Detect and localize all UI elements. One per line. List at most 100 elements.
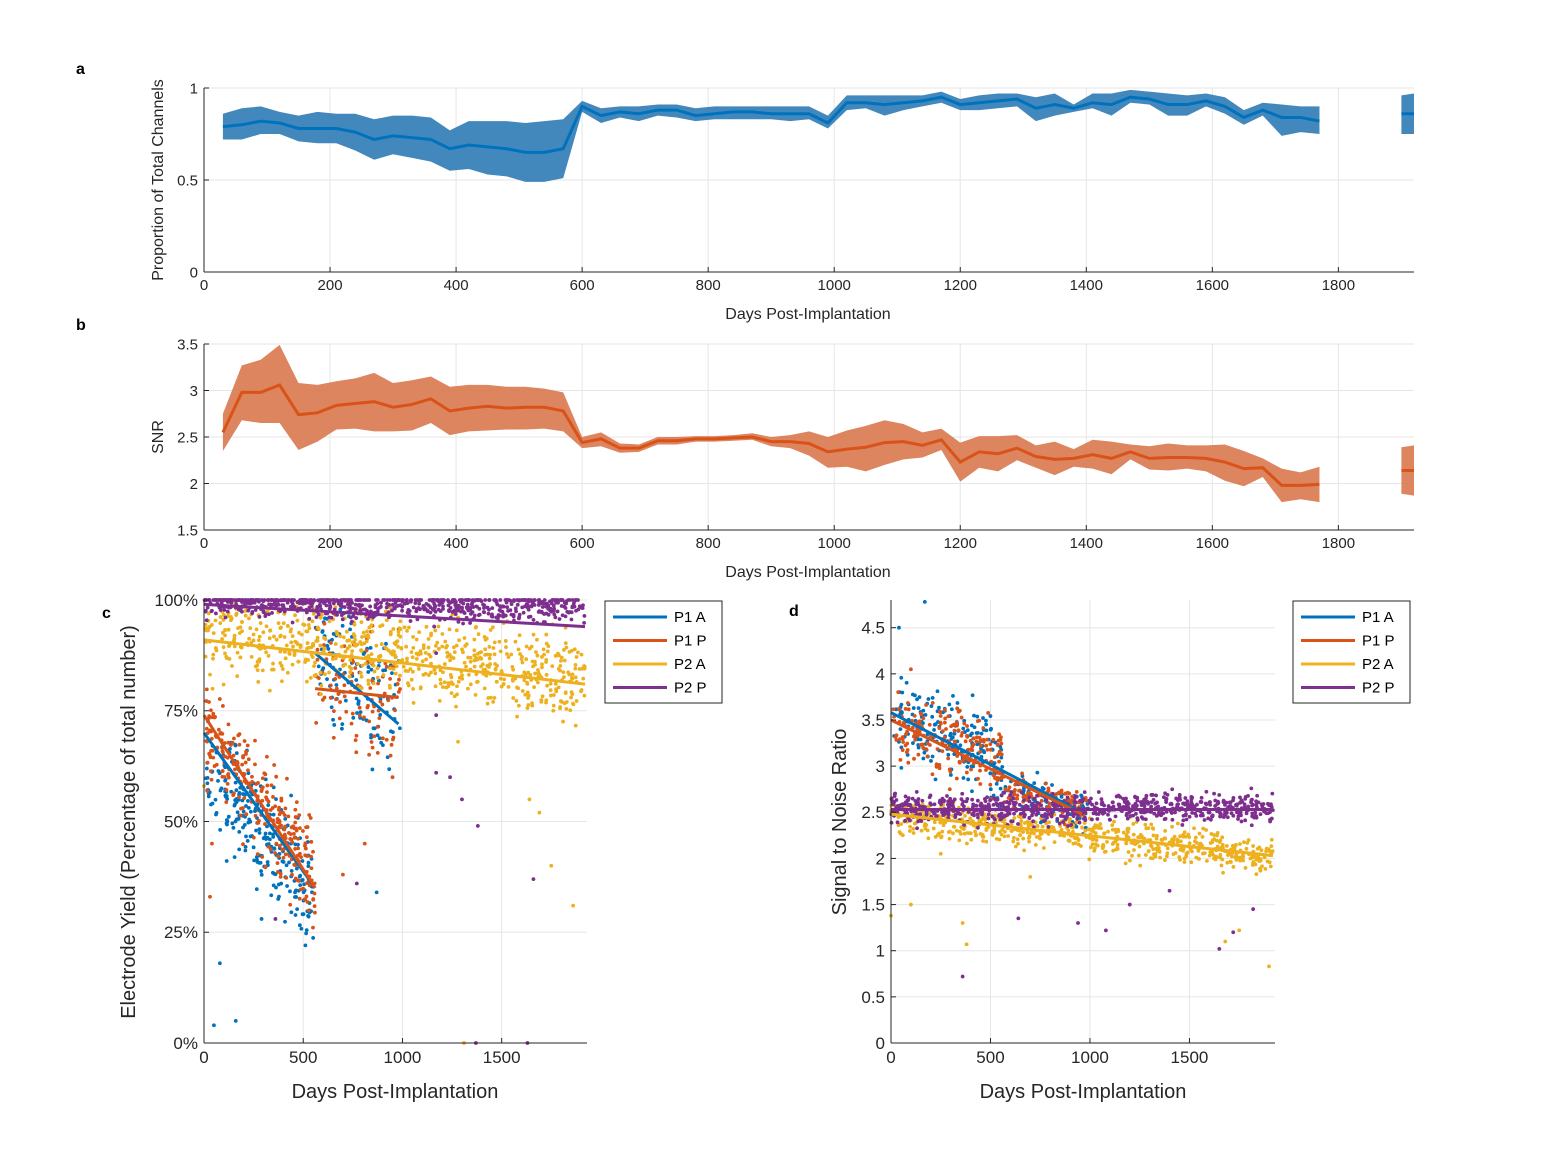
y-tick-label: 3	[876, 757, 885, 776]
data-point	[494, 599, 499, 604]
data-point	[344, 629, 349, 634]
data-point	[916, 745, 921, 750]
data-point	[1021, 795, 1026, 799]
data-point	[237, 631, 242, 635]
data-point	[338, 634, 343, 639]
data-point	[912, 821, 917, 826]
data-point	[207, 598, 212, 602]
data-point	[277, 843, 282, 848]
data-point	[330, 657, 335, 661]
outlier-point	[897, 625, 901, 630]
data-point	[334, 598, 339, 602]
data-point	[366, 682, 371, 686]
data-point	[254, 627, 259, 632]
data-point	[227, 657, 232, 661]
data-point	[396, 690, 401, 694]
data-point	[957, 708, 962, 713]
data-point	[249, 640, 254, 645]
outlier-point	[1167, 888, 1172, 893]
data-point	[271, 795, 275, 799]
data-point	[371, 663, 376, 668]
data-point	[279, 663, 284, 668]
x-tick-label: 1400	[1070, 535, 1103, 552]
data-point	[1061, 820, 1066, 824]
data-point	[1173, 810, 1177, 815]
data-point	[301, 622, 306, 627]
data-point	[278, 810, 283, 815]
data-point	[278, 649, 283, 654]
data-point	[304, 894, 309, 899]
data-point	[283, 816, 288, 821]
data-point	[550, 664, 555, 669]
data-point	[536, 680, 540, 685]
data-point	[1159, 837, 1164, 842]
data-point	[988, 782, 993, 787]
outlier-point	[1223, 939, 1228, 944]
data-point	[205, 731, 210, 735]
data-point	[915, 826, 919, 831]
data-point	[482, 635, 487, 639]
data-point	[204, 699, 209, 703]
data-point	[1000, 764, 1005, 769]
data-point	[1077, 820, 1082, 825]
data-point	[924, 747, 929, 752]
data-point	[943, 716, 948, 721]
data-point	[294, 815, 299, 820]
data-point	[241, 755, 245, 760]
data-point	[275, 861, 280, 865]
data-point	[211, 755, 216, 760]
data-point	[1074, 824, 1079, 829]
data-point	[236, 733, 241, 738]
data-point	[911, 741, 915, 745]
data-point	[324, 599, 328, 604]
data-point	[1253, 813, 1258, 818]
data-point	[498, 598, 503, 602]
data-point	[277, 820, 282, 825]
data-point	[569, 648, 574, 653]
data-point	[899, 765, 904, 770]
data-point	[380, 702, 385, 707]
data-point	[1164, 800, 1169, 805]
data-point	[264, 650, 269, 655]
data-point	[307, 616, 312, 621]
data-point	[378, 605, 382, 610]
data-point	[342, 683, 347, 688]
data-point	[354, 733, 359, 738]
data-point	[991, 802, 996, 807]
data-point	[1131, 822, 1136, 826]
data-point	[260, 785, 265, 790]
data-point	[1267, 860, 1272, 865]
data-point	[525, 706, 530, 710]
data-point	[558, 668, 562, 673]
data-point	[327, 670, 331, 675]
x-tick-label: 1800	[1322, 277, 1355, 294]
data-point	[327, 606, 332, 611]
data-point	[911, 706, 916, 710]
data-point	[434, 598, 439, 602]
data-point	[375, 601, 380, 606]
data-point	[975, 714, 980, 719]
data-point	[511, 667, 516, 672]
x-tick-label: 0	[199, 1048, 208, 1067]
data-point	[1190, 795, 1195, 800]
band-segment	[222, 344, 1320, 503]
data-point	[1066, 790, 1070, 795]
data-point	[515, 685, 519, 690]
data-point	[226, 772, 230, 777]
data-point	[484, 673, 489, 678]
data-point	[355, 661, 360, 666]
data-point	[294, 828, 299, 833]
data-point	[417, 598, 422, 602]
data-point	[231, 793, 236, 798]
data-point	[353, 666, 358, 670]
data-point	[397, 726, 402, 731]
data-point	[549, 608, 553, 613]
data-point	[378, 624, 383, 629]
data-point	[241, 842, 245, 847]
x-tick-label: 200	[318, 277, 343, 294]
data-point	[255, 858, 259, 862]
data-point	[897, 707, 902, 712]
data-point	[921, 746, 926, 750]
data-point	[386, 698, 391, 703]
data-point	[1000, 827, 1005, 832]
